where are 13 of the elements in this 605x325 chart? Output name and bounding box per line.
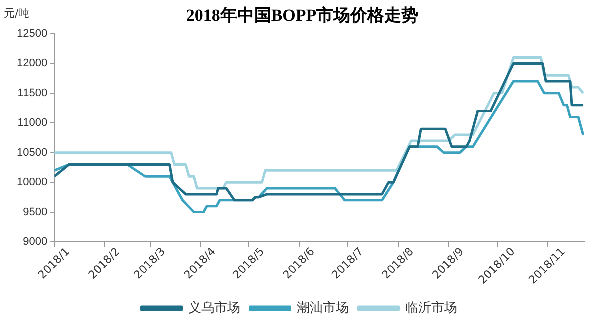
legend-label: 临沂市场: [405, 300, 458, 316]
y-tick-label: 12000: [16, 58, 48, 70]
y-tick-label: 11500: [18, 87, 48, 100]
y-tick-label: 10000: [16, 176, 48, 189]
y-tick-label: 12500: [16, 28, 48, 40]
y-tick-label: 9500: [23, 206, 48, 218]
legend-label: 义乌市场: [188, 300, 240, 316]
chart-title: 2018年中国BOPP市场价格走势: [186, 6, 419, 25]
legend-label: 潮汕市场: [296, 300, 349, 316]
y-tick-label: 10500: [16, 146, 48, 159]
y-tick-label: 11000: [18, 117, 48, 130]
y-axis-title: 元/吨: [4, 6, 30, 21]
y-tick-label: 9000: [23, 236, 48, 248]
